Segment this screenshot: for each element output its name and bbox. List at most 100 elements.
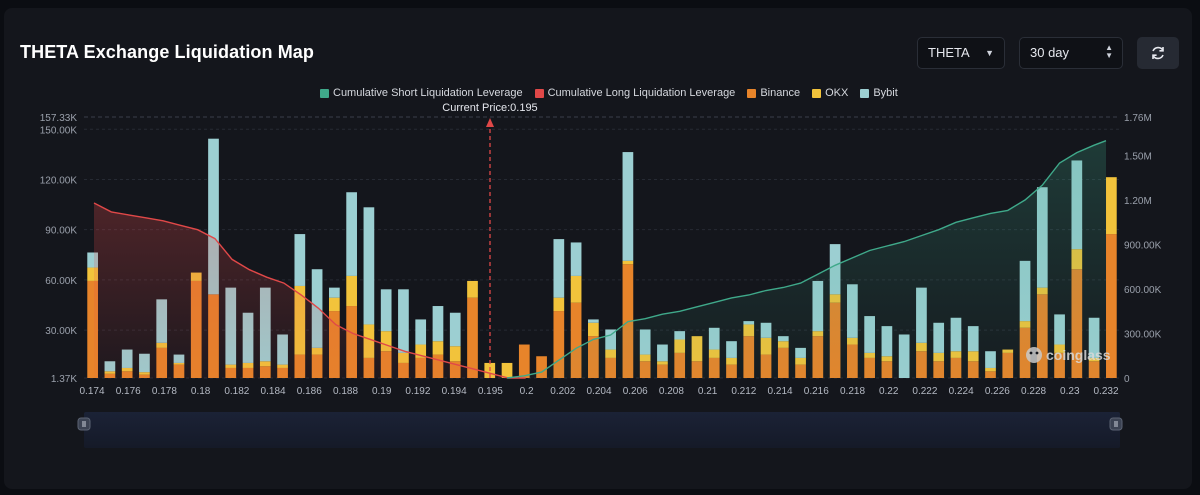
bar-bybit	[553, 239, 565, 298]
legend-item-binance[interactable]: Binance	[747, 86, 800, 100]
x-tick-label: 0.22	[879, 386, 899, 397]
x-tick-label: 0.19	[372, 386, 392, 397]
legend-swatch	[747, 88, 757, 98]
x-tick-label: 0.224	[949, 386, 974, 397]
x-tick-label: 0.214	[768, 386, 793, 397]
x-tick-label: 0.232	[1093, 386, 1118, 397]
refresh-icon	[1152, 46, 1164, 60]
bar-okx	[346, 275, 357, 307]
x-tick-label: 0.174	[79, 386, 104, 397]
bar-binance	[87, 280, 98, 378]
y-left-tick-label: 157.33K	[40, 113, 78, 124]
legend-item-okx[interactable]: OKX	[812, 86, 848, 100]
refresh-button[interactable]	[1137, 37, 1179, 69]
bar-binance	[553, 311, 565, 378]
short-area	[507, 140, 1106, 378]
page-title: THETA Exchange Liquidation Map	[20, 42, 315, 62]
bar-bybit	[570, 242, 582, 276]
bar-okx	[449, 346, 461, 362]
y-right-tick-label: 1.76M	[1124, 113, 1152, 124]
bar-okx	[415, 344, 427, 358]
y-right-tick-label: 600.00K	[1124, 285, 1162, 296]
current-price-arrow-icon	[486, 118, 494, 127]
bar-binance	[570, 302, 582, 378]
bar-bybit	[380, 289, 392, 332]
bar-bybit	[415, 319, 427, 345]
bar-binance	[467, 297, 478, 378]
bar-bybit	[432, 306, 444, 342]
bar-bybit	[588, 319, 599, 323]
bar-bybit	[329, 287, 340, 298]
x-tick-label: 0.184	[261, 386, 286, 397]
x-tick-label: 0.18	[191, 386, 211, 397]
period-select[interactable]: 30 day ▲ ▼	[1019, 37, 1123, 69]
x-tick-label: 0.206	[623, 386, 648, 397]
x-tick-label: 0.226	[985, 386, 1010, 397]
bar-okx	[501, 362, 513, 378]
bar-okx	[622, 260, 634, 265]
bar-bybit	[208, 138, 219, 295]
svg-text:coinglass: coinglass	[1046, 347, 1111, 363]
y-right-tick-label: 300.00K	[1124, 330, 1162, 341]
bar-bybit	[449, 312, 461, 347]
x-tick-label: 0.176	[116, 386, 141, 397]
bar-okx	[380, 331, 392, 352]
legend-swatch	[812, 88, 822, 98]
y-left-tick-label: 150.00K	[40, 125, 78, 136]
bar-bybit	[398, 289, 409, 353]
x-tick-label: 0.178	[152, 386, 177, 397]
legend-swatch	[320, 88, 329, 98]
chart-legend: Cumulative Short Liquidation Leverage Cu…	[320, 86, 898, 100]
bar-okx	[553, 297, 565, 312]
bar-okx	[329, 297, 340, 312]
bar-binance	[536, 356, 547, 378]
bar-bybit	[363, 207, 375, 325]
x-tick-label: 0.194	[442, 386, 467, 397]
legend-item-short[interactable]: Cumulative Short Liquidation Leverage	[320, 86, 523, 100]
legend-item-bybit[interactable]: Bybit	[860, 86, 898, 100]
long-cumulative-line	[93, 202, 526, 379]
y-right-tick-label: 1.20M	[1124, 196, 1152, 207]
bar-bybit	[622, 152, 634, 261]
coin-select-value: THETA	[928, 45, 970, 60]
bar-okx	[87, 267, 98, 281]
range-handle-right[interactable]	[1109, 417, 1123, 431]
bar-okx	[467, 280, 478, 298]
x-tick-label: 0.216	[804, 386, 829, 397]
coin-select[interactable]: THETA ▼	[917, 37, 1005, 69]
long-area	[94, 203, 526, 378]
y-left-tick-label: 90.00K	[45, 226, 77, 237]
y-left-tick-label: 1.37K	[51, 374, 77, 385]
legend-swatch	[534, 88, 544, 98]
x-tick-label: 0.202	[550, 386, 575, 397]
range-navigator	[84, 412, 1120, 448]
bar-bybit	[346, 192, 357, 276]
range-handle-left[interactable]	[77, 417, 91, 431]
short-cumulative-line	[506, 140, 1107, 379]
x-tick-label: 0.228	[1021, 386, 1046, 397]
x-tick-label: 0.188	[333, 386, 358, 397]
x-tick-label: 0.218	[840, 386, 865, 397]
x-tick-label: 0.204	[586, 386, 611, 397]
legend-swatch	[860, 88, 870, 98]
x-tick-label: 0.222	[912, 386, 937, 397]
bar-bybit	[87, 252, 98, 268]
x-tick-label: 0.182	[224, 386, 249, 397]
current-price-label: Current Price:0.195	[442, 102, 537, 114]
bar-binance	[1106, 234, 1117, 378]
x-tick-label: 0.192	[405, 386, 430, 397]
bar-okx	[1106, 177, 1117, 235]
y-right-tick-label: 0	[1124, 374, 1130, 385]
legend-item-long[interactable]: Cumulative Long Liquidation Leverage	[534, 86, 735, 100]
bar-bybit	[294, 234, 306, 286]
updown-icon: ▲ ▼	[1105, 43, 1113, 60]
y-right-tick-label: 900.00K	[1124, 241, 1162, 252]
x-tick-label: 0.212	[731, 386, 756, 397]
y-right-tick-label: 1.50M	[1124, 152, 1152, 163]
y-left-tick-label: 120.00K	[40, 175, 78, 186]
x-tick-label: 0.2	[520, 386, 534, 397]
bar-binance	[518, 344, 530, 378]
bar-okx	[570, 275, 582, 303]
x-tick-label: 0.21	[698, 386, 718, 397]
